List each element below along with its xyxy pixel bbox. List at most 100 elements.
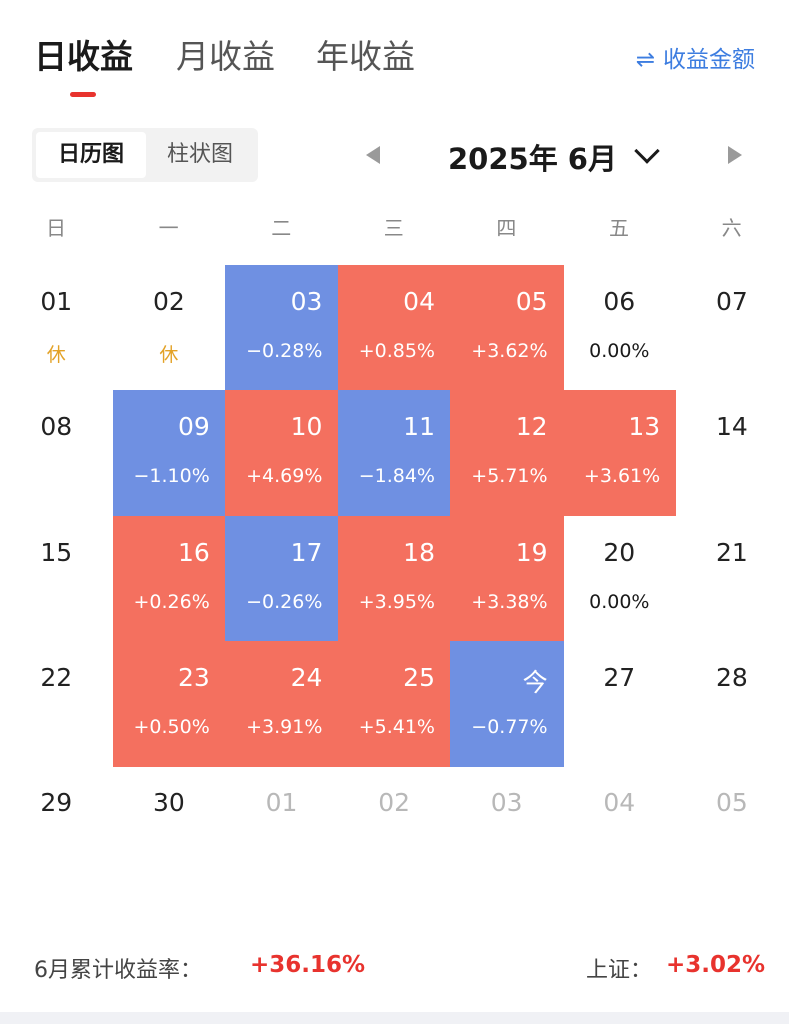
- swap-icon: ⇌: [635, 47, 655, 73]
- calendar-day-cell[interactable]: 22: [0, 641, 113, 766]
- cumulative-return-value: +36.16%: [250, 952, 366, 978]
- day-number: 20: [603, 537, 636, 567]
- weekday-label: 四: [496, 216, 517, 240]
- day-number: 03: [290, 287, 323, 316]
- calendar-day-cell[interactable]: 10 +4.69%: [225, 390, 339, 517]
- day-number: 30: [152, 788, 185, 818]
- calendar-day-cell[interactable]: 21: [676, 516, 789, 641]
- day-number: 19: [515, 537, 548, 567]
- calendar-day-cell[interactable]: 29: [0, 766, 113, 891]
- calendar-day-cell[interactable]: 23 +0.50%: [112, 640, 226, 767]
- view-toggle: 日历图 柱状图: [32, 128, 258, 182]
- calendar-day-cell: 04: [563, 766, 676, 891]
- calendar-day-cell: 05: [676, 766, 789, 891]
- calendar-day-cell[interactable]: 14: [676, 390, 789, 515]
- index-value: +3.02%: [666, 952, 766, 978]
- day-number: 今: [522, 667, 548, 697]
- calendar-day-cell[interactable]: 12 +5.71%: [450, 390, 564, 517]
- daily-return-value: +5.71%: [471, 465, 548, 488]
- day-number: 08: [40, 412, 73, 442]
- index-label: 上证：: [586, 958, 653, 983]
- tab-monthly-return[interactable]: 月收益: [176, 37, 275, 76]
- calendar-day-cell[interactable]: 04 +0.85%: [337, 265, 451, 391]
- daily-return-value: +4.69%: [246, 465, 323, 488]
- daily-return-value: +5.41%: [358, 715, 435, 738]
- calendar-grid: 01 休 02 休 03 −0.28% 04 +0.85% 05 +3.62% 06 0.00% 07 0…: [0, 265, 789, 817]
- chevron-down-icon[interactable]: [634, 138, 660, 164]
- calendar-day-cell[interactable]: 06 0.00%: [563, 265, 676, 390]
- calendar-day-cell[interactable]: 18 +3.95%: [337, 515, 451, 642]
- cumulative-return-label: 6月累计收益率：: [34, 958, 202, 983]
- day-number: 09: [177, 412, 210, 442]
- daily-return-value: +3.61%: [583, 465, 661, 488]
- calendar-day-cell[interactable]: 16 +0.26%: [112, 515, 226, 642]
- calendar-day-cell: 02: [338, 766, 451, 891]
- day-number: 28: [715, 662, 748, 692]
- daily-return-value: +0.26%: [133, 590, 210, 613]
- calendar-view-button[interactable]: 日历图: [36, 132, 146, 178]
- day-number: 01: [40, 287, 73, 316]
- calendar-day-cell[interactable]: 今 −0.77%: [450, 640, 564, 767]
- daily-return-value: +3.62%: [471, 340, 548, 362]
- calendar-day-cell[interactable]: 13 +3.61%: [563, 390, 677, 517]
- bar-chart-view-button[interactable]: 柱状图: [166, 142, 233, 167]
- bottom-bar: [0, 1012, 789, 1024]
- calendar-day-cell[interactable]: 15: [0, 516, 113, 641]
- calendar-day-cell[interactable]: 27: [563, 641, 676, 766]
- daily-return-value: −0.26%: [246, 590, 323, 613]
- day-number: 17: [290, 537, 323, 567]
- calendar-day-cell[interactable]: 19 +3.38%: [450, 515, 564, 642]
- calendar-day-cell[interactable]: 20 0.00%: [563, 516, 676, 641]
- calendar-day-cell[interactable]: 01 休: [0, 265, 113, 390]
- day-number: 16: [177, 537, 210, 567]
- calendar-day-cell[interactable]: 05 +3.62%: [450, 265, 564, 391]
- calendar-day-cell[interactable]: 25 +5.41%: [337, 640, 451, 767]
- calendar-day-cell[interactable]: 02 休: [113, 265, 226, 390]
- weekday-label: 三: [383, 216, 404, 240]
- active-tab-indicator: [70, 92, 96, 97]
- weekday-label: 五: [609, 216, 629, 240]
- day-number: 24: [290, 662, 323, 692]
- calendar-day-cell[interactable]: 28: [676, 641, 789, 766]
- calendar-day-cell[interactable]: 30: [113, 766, 226, 891]
- weekday-label: 一: [158, 216, 179, 240]
- day-number: 15: [40, 537, 73, 567]
- day-number: 10: [290, 412, 323, 442]
- tab-yearly-return[interactable]: 年收益: [316, 37, 415, 76]
- month-title[interactable]: 2025年 6月: [448, 142, 617, 176]
- day-number: 07: [715, 287, 748, 316]
- day-number: 25: [403, 662, 435, 692]
- calendar-day-cell[interactable]: 08: [0, 390, 113, 515]
- daily-return-value: −1.10%: [133, 465, 210, 488]
- weekday-label: 六: [721, 216, 742, 240]
- summary-footer: 6月累计收益率： +36.16% 上证： +3.02%: [0, 950, 789, 990]
- triangle-right-icon[interactable]: [728, 146, 742, 164]
- holiday-badge: 休: [159, 344, 179, 366]
- daily-return-value: 0.00%: [589, 340, 650, 362]
- calendar-day-cell: 01: [225, 766, 338, 891]
- calendar-day-cell[interactable]: 09 −1.10%: [112, 390, 226, 517]
- day-number: 23: [177, 662, 210, 692]
- day-number: 05: [715, 788, 748, 818]
- calendar-day-cell[interactable]: 17 −0.26%: [225, 515, 339, 642]
- month-navigator: 2025年 6月: [0, 132, 789, 182]
- daily-return-value: +3.38%: [471, 590, 548, 613]
- switch-to-amount-link[interactable]: ⇌ 收益金额: [636, 40, 755, 74]
- day-number: 06: [603, 287, 636, 316]
- weekday-label: 日: [46, 216, 66, 240]
- daily-return-value: +0.85%: [358, 340, 435, 362]
- calendar-day-cell[interactable]: 11 −1.84%: [337, 390, 451, 517]
- day-number: 13: [628, 412, 661, 442]
- day-number: 18: [403, 537, 435, 567]
- calendar-day-cell[interactable]: 03 −0.28%: [225, 265, 339, 391]
- daily-return-value: +3.95%: [358, 590, 435, 613]
- tab-daily-return[interactable]: 日收益: [34, 37, 133, 76]
- day-number: 29: [40, 788, 73, 818]
- day-number: 14: [715, 412, 748, 442]
- day-number: 04: [403, 287, 435, 316]
- daily-return-value: +0.50%: [133, 715, 210, 738]
- daily-return-value: −0.77%: [471, 715, 548, 738]
- triangle-left-icon[interactable]: [366, 146, 380, 164]
- calendar-day-cell[interactable]: 24 +3.91%: [225, 640, 339, 767]
- calendar-day-cell[interactable]: 07: [676, 265, 789, 390]
